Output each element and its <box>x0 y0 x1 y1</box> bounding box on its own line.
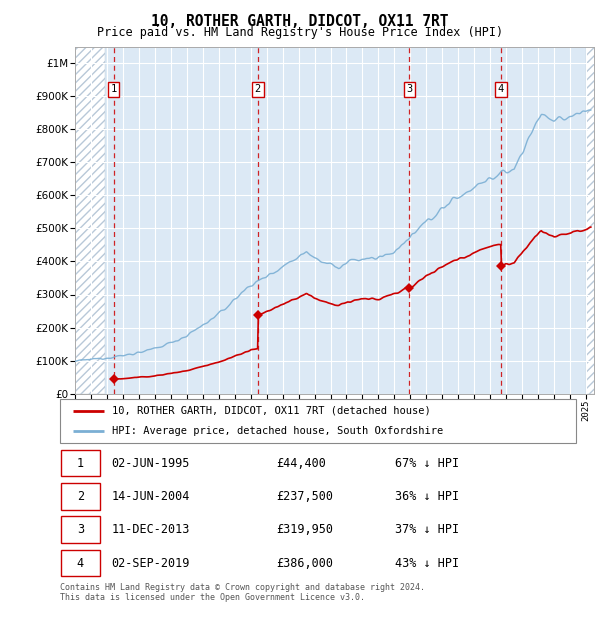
Text: Price paid vs. HM Land Registry's House Price Index (HPI): Price paid vs. HM Land Registry's House … <box>97 26 503 39</box>
Text: £319,950: £319,950 <box>277 523 334 536</box>
Text: 1: 1 <box>110 84 117 94</box>
Text: £44,400: £44,400 <box>277 456 326 469</box>
FancyBboxPatch shape <box>61 550 100 577</box>
Text: 36% ↓ HPI: 36% ↓ HPI <box>395 490 460 503</box>
Text: 2: 2 <box>255 84 261 94</box>
Text: 3: 3 <box>406 84 413 94</box>
Text: Contains HM Land Registry data © Crown copyright and database right 2024.
This d: Contains HM Land Registry data © Crown c… <box>60 583 425 602</box>
Text: 4: 4 <box>498 84 504 94</box>
FancyBboxPatch shape <box>61 483 100 510</box>
Text: 02-JUN-1995: 02-JUN-1995 <box>112 456 190 469</box>
Text: 11-DEC-2013: 11-DEC-2013 <box>112 523 190 536</box>
Text: 4: 4 <box>77 557 84 570</box>
Text: £237,500: £237,500 <box>277 490 334 503</box>
FancyBboxPatch shape <box>61 450 100 476</box>
Text: 10, ROTHER GARTH, DIDCOT, OX11 7RT (detached house): 10, ROTHER GARTH, DIDCOT, OX11 7RT (deta… <box>112 405 430 416</box>
Text: 3: 3 <box>77 523 84 536</box>
Text: HPI: Average price, detached house, South Oxfordshire: HPI: Average price, detached house, Sout… <box>112 426 443 436</box>
Text: 1: 1 <box>77 456 84 469</box>
FancyBboxPatch shape <box>61 516 100 543</box>
Text: £386,000: £386,000 <box>277 557 334 570</box>
Text: 2: 2 <box>77 490 84 503</box>
FancyBboxPatch shape <box>60 399 576 443</box>
Text: 10, ROTHER GARTH, DIDCOT, OX11 7RT: 10, ROTHER GARTH, DIDCOT, OX11 7RT <box>151 14 449 29</box>
Text: 14-JUN-2004: 14-JUN-2004 <box>112 490 190 503</box>
Text: 43% ↓ HPI: 43% ↓ HPI <box>395 557 460 570</box>
Text: 02-SEP-2019: 02-SEP-2019 <box>112 557 190 570</box>
Text: 67% ↓ HPI: 67% ↓ HPI <box>395 456 460 469</box>
Text: 37% ↓ HPI: 37% ↓ HPI <box>395 523 460 536</box>
